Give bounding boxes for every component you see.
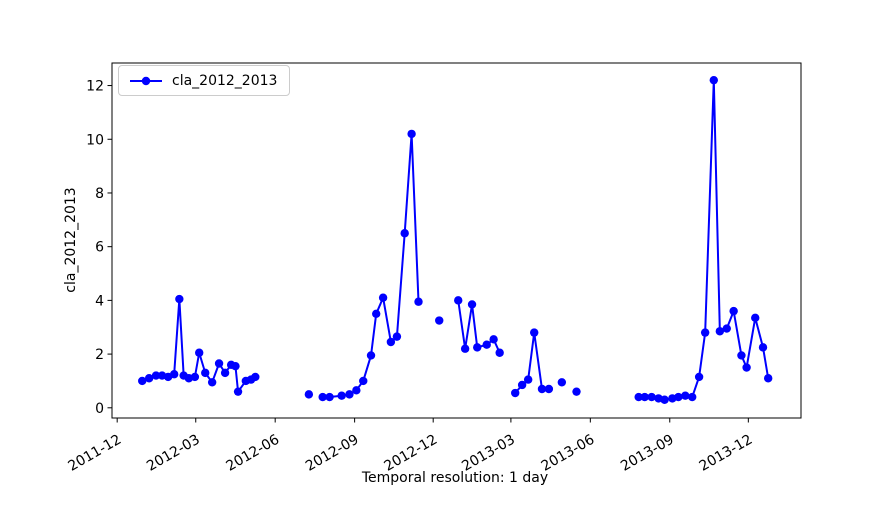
x-tick-label: 2013-09 [618, 432, 677, 475]
data-point-marker [557, 378, 567, 387]
data-point-marker [214, 359, 224, 368]
y-tick-label: 8 [95, 186, 104, 202]
data-point-marker [195, 348, 204, 357]
data-point-marker [318, 392, 327, 402]
data-point-marker [407, 129, 416, 139]
data-point-marker [169, 370, 179, 379]
data-point-marker [207, 378, 217, 387]
data-point-marker [511, 388, 520, 398]
data-point-marker [758, 343, 768, 352]
data-point-marker [634, 392, 643, 402]
data-point-marker [378, 293, 388, 302]
y-tick-label: 12 [86, 79, 104, 95]
y-tick-label: 4 [95, 293, 104, 309]
x-tick-label: 2013-12 [697, 432, 756, 475]
data-point-marker [660, 395, 669, 404]
data-point-marker [251, 372, 260, 382]
data-point-marker [681, 391, 690, 400]
data-point-marker [372, 309, 381, 319]
data-point-marker [220, 368, 230, 378]
data-point-marker [473, 343, 482, 352]
data-point-marker [175, 294, 184, 304]
data-point-marker [325, 392, 334, 402]
data-point-marker [544, 384, 554, 394]
data-point-marker [709, 75, 718, 85]
y-tick-label: 0 [95, 401, 104, 417]
data-point-marker [337, 391, 346, 400]
data-point-marker [144, 374, 154, 383]
y-tick-label: 6 [95, 240, 104, 256]
data-point-marker [400, 229, 409, 238]
x-tick-label: 2013-03 [459, 432, 518, 475]
data-point-marker [352, 386, 361, 395]
y-axis-label: cla_2012_2013 [63, 187, 79, 293]
legend-line-marker-icon [130, 76, 162, 85]
x-tick-label: 2012-06 [224, 432, 283, 475]
data-point-marker [763, 374, 773, 383]
legend-marker-sample [141, 76, 151, 85]
data-point-marker [700, 328, 710, 337]
x-tick-label: 2012-12 [382, 432, 441, 475]
data-point-marker [190, 372, 200, 382]
data-point-marker [201, 368, 210, 378]
plot-frame [111, 62, 802, 419]
y-tick-label: 10 [86, 132, 104, 148]
legend-label: cla_2012_2013 [172, 72, 278, 89]
data-point-marker [572, 387, 581, 396]
data-point-marker [345, 390, 354, 399]
series-line [638, 79, 770, 401]
data-point-marker [304, 390, 314, 399]
data-point-marker [151, 371, 161, 380]
data-point-marker [138, 376, 147, 386]
data-point-marker [722, 324, 731, 333]
data-point-marker [537, 384, 547, 394]
data-point-marker [454, 296, 463, 305]
data-point-marker [694, 372, 704, 382]
data-point-marker [231, 361, 240, 371]
x-tick-label: 2011-12 [66, 432, 125, 475]
data-point-marker [647, 392, 656, 402]
data-point-marker [517, 380, 527, 390]
data-point-marker [460, 344, 470, 353]
data-point-marker [688, 392, 697, 402]
data-point-marker [640, 392, 649, 402]
x-tick-label: 2012-03 [144, 432, 203, 475]
legend: cla_2012_2013 [118, 65, 291, 96]
x-tick-label: 2012-09 [303, 432, 362, 475]
data-point-marker [366, 351, 376, 360]
data-point-marker [386, 337, 396, 347]
data-point-marker [392, 332, 402, 341]
data-point-marker [467, 300, 477, 309]
x-axis-label: Temporal resolution: 1 day [361, 470, 549, 486]
data-point-marker [729, 306, 738, 316]
y-tick-label: 2 [95, 347, 104, 363]
data-point-marker [530, 328, 539, 337]
data-point-marker [435, 316, 444, 325]
x-tick-label: 2013-06 [539, 432, 598, 475]
data-point-marker [414, 297, 423, 306]
data-point-marker [751, 313, 760, 323]
data-point-marker [715, 327, 725, 336]
data-point-marker [495, 348, 504, 357]
data-point-marker [482, 340, 491, 349]
data-point-marker [674, 392, 683, 402]
data-point-marker [523, 375, 533, 384]
data-point-marker [359, 376, 368, 386]
data-point-marker [737, 351, 746, 360]
data-point-marker [742, 363, 751, 372]
data-point-marker [233, 387, 243, 396]
data-point-marker [489, 335, 498, 344]
